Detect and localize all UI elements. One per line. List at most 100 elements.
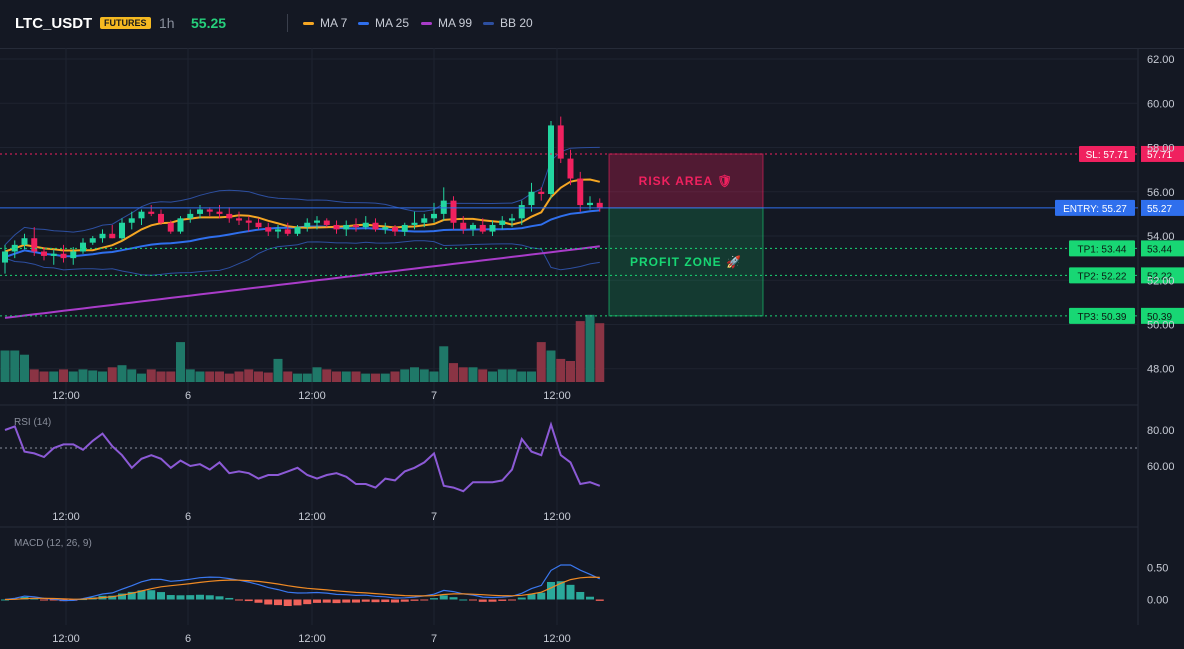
tp1-level-tag-text: TP1: 53.44 — [1078, 244, 1127, 255]
macd-histogram-bar — [352, 599, 360, 603]
macd-tick-label: 0.00 — [1147, 595, 1168, 607]
time-tick-label: 7 — [431, 633, 437, 645]
tp2-level-axis-badge — [1141, 267, 1184, 284]
candle-body — [31, 238, 38, 252]
volume-bar — [341, 371, 351, 382]
candle-body — [323, 220, 330, 225]
volume-bar — [429, 371, 439, 382]
volume-bar — [527, 371, 536, 382]
legend-ma7[interactable]: MA 7 — [303, 16, 347, 30]
volume-bar — [39, 371, 49, 382]
candle-body — [343, 224, 350, 230]
volume-bar — [29, 369, 39, 382]
legend-ma25-swatch — [358, 21, 369, 25]
macd-histogram-bar — [118, 593, 126, 600]
macd-histogram-bar — [215, 596, 224, 600]
legend-bb20-swatch — [483, 21, 494, 25]
volume-bar — [302, 373, 312, 382]
volume-bar — [195, 371, 205, 382]
sl-level-tag-text: SL: 57.71 — [1086, 150, 1129, 161]
volume-bar — [575, 321, 585, 382]
volume-bar — [146, 369, 156, 382]
time-tick-label: 12:00 — [298, 390, 326, 402]
macd-histogram-bar — [205, 595, 214, 600]
time-tick-label: 12:00 — [543, 511, 571, 523]
candle-body — [89, 238, 96, 243]
macd-signal-line — [4, 576, 600, 601]
candle-body — [2, 251, 8, 263]
candle-body — [499, 220, 506, 225]
volume-bar — [322, 369, 332, 382]
candle-body — [548, 125, 554, 194]
volume-bar — [546, 350, 556, 382]
candle-body — [216, 211, 223, 214]
candle-body — [236, 218, 242, 221]
bb-upper-line — [4, 146, 600, 246]
sl-level-axis-price: 57.71 — [1147, 150, 1172, 161]
risk-area-label: RISK AREA 🛡 — [639, 174, 734, 188]
tp3-level-tag — [1069, 307, 1135, 324]
rsi-title: RSI (14) — [14, 417, 51, 428]
macd-histogram-bar — [527, 594, 536, 600]
candle-body — [421, 218, 428, 223]
rsi-tick-label: 60.00 — [1147, 461, 1175, 473]
candle-body — [255, 222, 262, 228]
sl-level-tag — [1079, 145, 1135, 162]
legend-bb20[interactable]: BB 20 — [483, 16, 533, 30]
volume-bar — [517, 371, 527, 382]
volume-bar — [556, 358, 566, 382]
price-tick-label: 54.00 — [1147, 231, 1175, 243]
macd-histogram-bar — [371, 599, 380, 603]
volume-bar — [419, 369, 429, 382]
sl-level-axis-badge — [1141, 145, 1184, 162]
volume-bar — [351, 371, 361, 382]
price-tick-label: 60.00 — [1147, 98, 1175, 110]
candle-body — [197, 209, 203, 214]
volume-bar — [410, 367, 419, 382]
volume-bar — [244, 369, 254, 382]
rsi-tick-label: 80.00 — [1147, 425, 1175, 437]
macd-histogram-bar — [49, 599, 58, 601]
volume-bar — [127, 369, 137, 382]
volume-bar — [478, 369, 488, 382]
candle-body — [70, 251, 77, 259]
macd-histogram-bar — [40, 599, 48, 601]
price-tick-label: 48.00 — [1147, 364, 1175, 376]
macd-histogram-bar — [410, 599, 419, 601]
volume-bar — [390, 371, 400, 382]
legend-ma25[interactable]: MA 25 — [358, 16, 409, 30]
tp1-level-tag — [1069, 240, 1135, 257]
price-tick-label: 62.00 — [1147, 54, 1175, 66]
macd-histogram-bar — [1, 599, 9, 601]
tp3-level-axis-price: 50.39 — [1147, 312, 1172, 323]
symbol-name[interactable]: LTC_USDT — [15, 15, 93, 32]
candle-body — [109, 233, 116, 239]
time-tick-label: 12:00 — [298, 511, 326, 523]
macd-histogram-bar — [508, 599, 516, 601]
price-tick-label: 56.00 — [1147, 187, 1175, 199]
macd-histogram-bar — [313, 599, 321, 603]
macd-histogram-bar — [547, 581, 555, 600]
time-tick-label: 12:00 — [543, 390, 571, 402]
time-tick-label: 7 — [431, 390, 437, 402]
macd-title: MACD (12, 26, 9) — [14, 538, 92, 549]
macd-histogram-bar — [478, 599, 487, 602]
macd-histogram-bar — [127, 591, 136, 600]
volume-bar — [176, 342, 185, 382]
macd-histogram-bar — [342, 599, 351, 603]
volume-bar — [488, 371, 497, 382]
timeframe-label[interactable]: 1h — [159, 15, 175, 31]
legend-ma99[interactable]: MA 99 — [421, 16, 472, 30]
price-tick-label: 58.00 — [1147, 143, 1175, 155]
candle-body — [138, 211, 145, 219]
macd-histogram-bar — [176, 595, 185, 600]
volume-bar — [156, 371, 166, 382]
macd-histogram-bar — [157, 592, 165, 600]
volume-bar — [371, 373, 380, 382]
tp3-level-tag-text: TP3: 50.39 — [1078, 312, 1127, 323]
candle-body — [333, 224, 340, 230]
candle-body — [304, 222, 311, 228]
entry-level-axis-price: 55.27 — [1147, 204, 1172, 215]
legend-ma99-swatch — [421, 21, 432, 25]
